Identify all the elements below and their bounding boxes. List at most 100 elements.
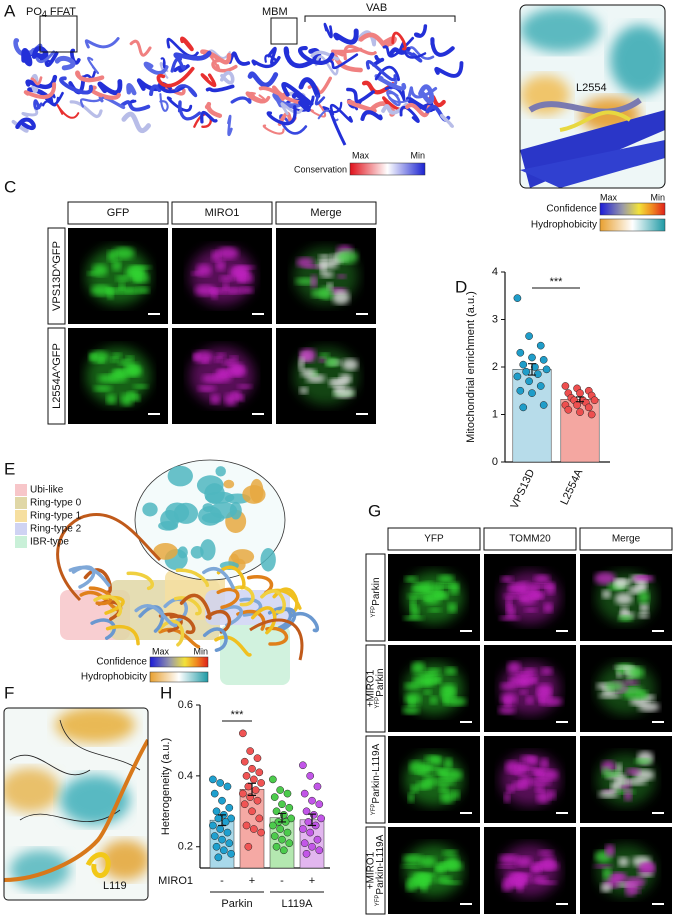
cell-signal [525, 696, 534, 705]
row-label: VPS13D^GFP [51, 241, 63, 311]
significance-label: *** [550, 276, 564, 288]
cell-signal [421, 581, 436, 595]
panel-b: B L2554 Max Min Confidence Hydrophobicit… [519, 1, 666, 232]
surface-patch [165, 502, 190, 523]
cell-signal [298, 357, 305, 371]
ribbon [314, 55, 339, 76]
ribbon [230, 585, 255, 607]
cell-signal [222, 287, 244, 295]
cell-signal [133, 384, 149, 389]
data-point [315, 800, 324, 809]
data-point [242, 772, 251, 780]
surface-patch [229, 501, 242, 520]
column-header-box [387, 527, 481, 551]
ribbon [205, 609, 232, 634]
cell-signal [407, 792, 415, 803]
data-point [536, 382, 545, 390]
column-header: Merge [310, 207, 341, 219]
cell-signal [229, 265, 251, 280]
ribbon [216, 587, 240, 610]
ribbon [326, 53, 359, 70]
data-point [276, 825, 285, 833]
annotation: VAB [366, 2, 387, 14]
cell-signal [229, 355, 238, 361]
cell-signal [403, 854, 423, 864]
data-point [533, 370, 542, 378]
cell-signal [217, 368, 231, 377]
column-header-box [579, 527, 673, 551]
legend-swatch [15, 484, 27, 496]
ribbon [129, 39, 152, 57]
y-tick-label: 0 [492, 456, 498, 468]
cell-signal [598, 790, 619, 798]
legend-swatch [15, 523, 27, 535]
row-label: YFPParkin [375, 668, 386, 708]
data-point [300, 839, 309, 848]
surface-patch [223, 479, 235, 489]
ribbon [56, 103, 80, 119]
data-point [239, 789, 247, 798]
ribbon [298, 77, 321, 98]
ribbon [434, 61, 464, 78]
data-point [221, 818, 230, 826]
cell-signal [601, 589, 612, 599]
cell-signal [540, 667, 553, 675]
cell-signal [447, 602, 457, 613]
ribbon [360, 110, 383, 121]
cell-signal [113, 246, 135, 260]
cell-signal [219, 275, 234, 282]
data-point [528, 389, 536, 397]
ribbon [200, 49, 232, 65]
cell-signal [516, 671, 533, 677]
cell-signal [498, 706, 516, 715]
column-header: YFP [424, 534, 444, 545]
panel-label: H [160, 683, 172, 702]
data-point [223, 828, 232, 837]
data-point [539, 401, 548, 409]
data-point [270, 793, 279, 801]
data-point [539, 356, 548, 364]
ribbon [21, 48, 33, 67]
ribbon [121, 111, 151, 134]
cell-signal [125, 355, 134, 361]
ribbon [59, 76, 93, 95]
ribbon [70, 48, 81, 65]
cell-signal [202, 357, 209, 364]
cell-signal [500, 682, 517, 690]
surface-patch [610, 25, 665, 95]
ribbon [156, 66, 195, 88]
ribbon [33, 99, 43, 111]
data-point [214, 814, 223, 823]
cell-signal [217, 246, 239, 260]
cell-signal [516, 878, 524, 892]
cell-signal [336, 249, 359, 264]
cell-signal [444, 757, 453, 770]
cell-signal [536, 790, 551, 804]
cell-signal [614, 665, 634, 670]
ribbon [23, 82, 57, 100]
cell-signal [624, 882, 637, 897]
cell-signal [211, 287, 226, 295]
data-point [239, 729, 247, 738]
ribbon [180, 36, 194, 52]
cell-signal [231, 391, 242, 400]
colorbar [599, 202, 666, 216]
cell-signal [600, 883, 612, 893]
cell-signal [444, 667, 457, 675]
structure-image [56, 459, 320, 685]
cell-signal [98, 357, 105, 364]
cell-signal [538, 849, 554, 856]
y-tick-label: 0.4 [178, 770, 193, 782]
cell-signal [507, 661, 522, 675]
ribbon [169, 614, 196, 634]
data-point [313, 782, 322, 791]
legend-label: Ring-type 2 [30, 524, 82, 535]
cell-signal [499, 615, 520, 621]
data-point [255, 814, 264, 823]
data-point [278, 800, 286, 809]
y-tick-label: 0.6 [178, 699, 193, 711]
cell-signal [403, 615, 424, 621]
ribbon [430, 37, 455, 57]
image-frame [519, 4, 666, 189]
